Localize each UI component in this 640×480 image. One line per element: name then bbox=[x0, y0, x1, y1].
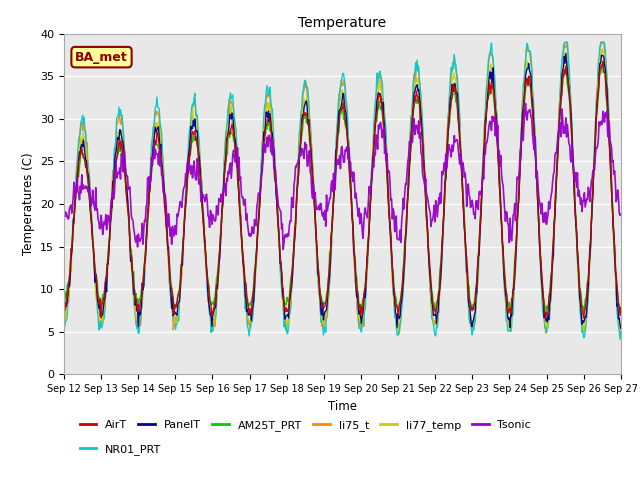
Y-axis label: Temperatures (C): Temperatures (C) bbox=[22, 153, 35, 255]
Title: Temperature: Temperature bbox=[298, 16, 387, 30]
Text: BA_met: BA_met bbox=[75, 51, 128, 64]
X-axis label: Time: Time bbox=[328, 400, 357, 413]
Legend: NR01_PRT: NR01_PRT bbox=[75, 439, 166, 459]
